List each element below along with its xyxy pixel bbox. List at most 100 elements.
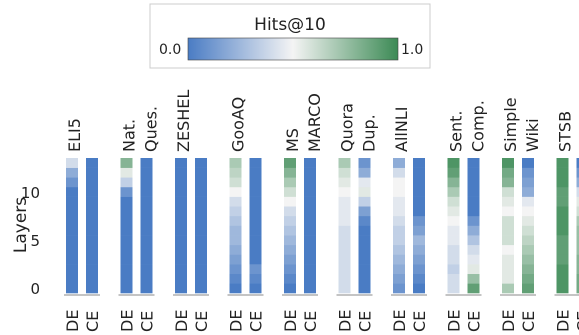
heatmap-cell xyxy=(467,215,480,226)
heatmap-cell xyxy=(175,225,187,236)
colorbar-max-label: 1.0 xyxy=(401,42,423,58)
heatmap-cell xyxy=(447,196,460,207)
heatmap-cell xyxy=(338,167,351,178)
heatmap-cell xyxy=(284,206,296,217)
heatmap-cell xyxy=(358,186,371,197)
heatmap-cell xyxy=(338,264,351,275)
heatmap-cell xyxy=(502,215,514,226)
heatmap-cell xyxy=(229,225,242,236)
heatmap-cell xyxy=(447,264,460,275)
heatmap-cell xyxy=(413,177,425,188)
heatmap-cell xyxy=(249,264,262,275)
heatmap-cell xyxy=(284,215,296,226)
heatmap-cell xyxy=(86,235,98,246)
heatmap-cell xyxy=(175,167,187,178)
heatmap-cell xyxy=(393,167,405,178)
heatmap-cell xyxy=(502,177,514,188)
heatmap-cell xyxy=(447,235,460,246)
heatmap-cell xyxy=(195,283,207,294)
heatmap-cell xyxy=(284,254,296,265)
heatmap-cell xyxy=(66,196,78,207)
heatmap-cell xyxy=(413,225,425,236)
heatmap-cell xyxy=(338,244,351,255)
y-axis-label: Layers xyxy=(11,197,31,253)
heatmap-cell xyxy=(338,186,351,197)
heatmap-cell xyxy=(556,215,569,226)
heatmap-cell xyxy=(304,244,316,255)
heatmap-cell xyxy=(66,158,78,168)
heatmap-cell xyxy=(393,206,405,217)
heatmap-cell xyxy=(66,186,78,197)
heatmap-cell xyxy=(447,177,460,188)
heatmap-cell xyxy=(195,158,207,168)
heatmap-cell xyxy=(229,264,242,275)
heatmap-cell xyxy=(249,235,262,246)
heatmap-cell xyxy=(502,196,514,207)
heatmap-cell xyxy=(467,235,480,246)
heatmap-cell xyxy=(86,206,98,217)
heatmap-cell xyxy=(358,254,371,265)
heatmap-cell xyxy=(556,186,569,197)
column-label: CE xyxy=(410,311,429,332)
heatmap-cell xyxy=(556,206,569,217)
heatmap-cell xyxy=(66,244,78,255)
heatmap-cell xyxy=(556,235,569,246)
heatmap-cell xyxy=(447,215,460,226)
heatmap-cell xyxy=(556,225,569,236)
heatmap-cell xyxy=(140,186,153,197)
heatmap-cell xyxy=(502,244,514,255)
heatmap-cell xyxy=(284,283,296,294)
heatmap-cell xyxy=(284,177,296,188)
heatmap-cell xyxy=(304,177,316,188)
heatmap-cell xyxy=(467,254,480,265)
heatmap-cell xyxy=(413,244,425,255)
heatmap-cell xyxy=(358,225,371,236)
heatmap-cell xyxy=(86,158,98,168)
heatmap-cell xyxy=(467,186,480,197)
heatmap-cell xyxy=(229,254,242,265)
heatmap-cell xyxy=(284,167,296,178)
heatmap-cell xyxy=(120,225,133,236)
heatmap-cell xyxy=(175,283,187,294)
group-label: Nat. xyxy=(120,119,139,152)
heatmap-cell xyxy=(502,235,514,246)
heatmap-cell xyxy=(467,244,480,255)
column-label: CE xyxy=(83,311,102,332)
group-label: Dup. xyxy=(360,114,379,152)
heatmap-cell xyxy=(86,186,98,197)
column-label: DE xyxy=(118,310,137,332)
heatmap-cell xyxy=(393,254,405,265)
heatmap-cell xyxy=(229,196,242,207)
heatmap-cell xyxy=(86,283,98,294)
group-labels: ELI5 Nat. Ques. ZESHEL GooAQ MS MARCO Quora Dup.… xyxy=(65,90,575,152)
heatmap-cell xyxy=(338,196,351,207)
heatmap-cell xyxy=(175,235,187,246)
group-label: ZESHEL xyxy=(174,90,193,152)
heatmap-cell xyxy=(576,235,579,246)
heatmap-cell xyxy=(175,215,187,226)
heatmap-cell xyxy=(556,158,569,168)
heatmap-cell xyxy=(467,225,480,236)
heatmap-cell xyxy=(447,158,460,168)
heatmap-cell xyxy=(502,273,514,284)
heatmap-cell xyxy=(467,177,480,188)
heatmap-cell xyxy=(120,186,133,197)
heatmap-cell xyxy=(175,244,187,255)
heatmap-cell xyxy=(502,254,514,265)
heatmap-cell xyxy=(284,244,296,255)
heatmap-cell xyxy=(338,215,351,226)
heatmap-cell xyxy=(140,244,153,255)
heatmap-cell xyxy=(447,225,460,236)
heatmap-cell xyxy=(229,215,242,226)
heatmap-cell xyxy=(467,167,480,178)
group-label: Ques. xyxy=(142,106,161,152)
heatmap-cell xyxy=(338,177,351,188)
heatmap-cell xyxy=(522,264,534,275)
heatmap-cell xyxy=(120,264,133,275)
heatmap-cell xyxy=(358,215,371,226)
heatmap-cell xyxy=(249,196,262,207)
column-label: CE xyxy=(574,311,579,332)
heatmap-cell xyxy=(195,254,207,265)
heatmap-cell xyxy=(556,196,569,207)
